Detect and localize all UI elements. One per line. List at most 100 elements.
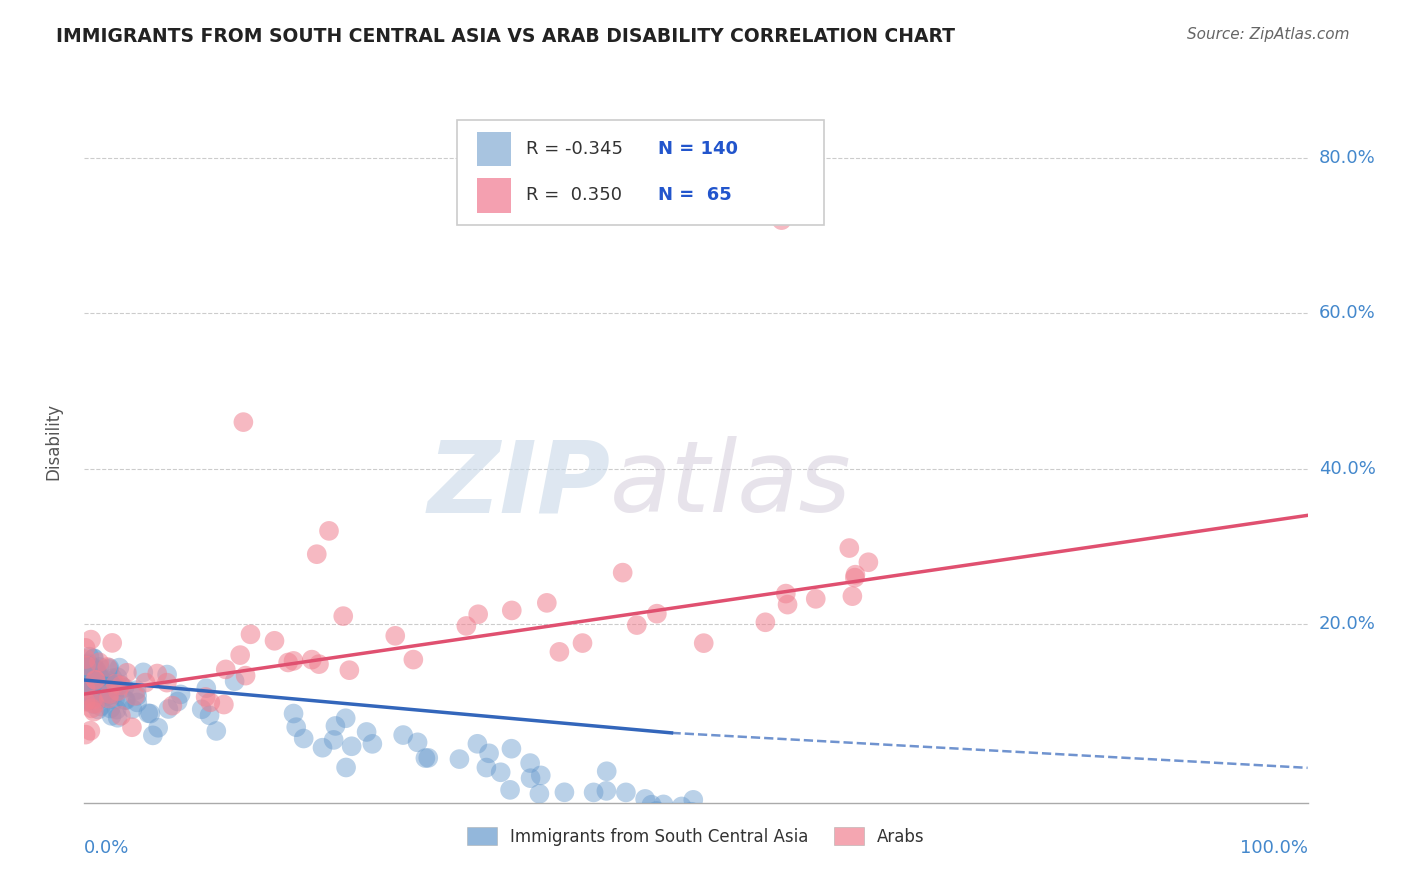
Point [134,675,156,690]
Point [90,691,112,706]
Point [402,652,425,666]
Point [82,674,104,689]
Point [156,667,179,681]
Point [79,723,101,738]
Point [392,728,415,742]
Point [844,567,866,582]
Point [75,652,97,666]
Point [84,668,107,682]
Point [322,733,344,747]
Point [89,655,111,669]
Point [519,771,541,785]
Point [75,695,97,709]
Point [87,702,110,716]
Point [124,689,146,703]
Point [107,684,129,698]
Point [693,636,716,650]
Point [114,693,136,707]
Point [90,683,112,698]
Point [110,708,132,723]
Point [142,728,165,742]
Point [841,589,863,603]
Point [283,654,305,668]
Point [98,687,121,701]
Point [79,683,101,698]
Point [108,660,131,674]
Point [190,702,212,716]
Point [97,662,120,676]
Point [89,660,111,674]
Text: N =  65: N = 65 [658,186,731,204]
Point [467,607,489,622]
Point [83,661,105,675]
Point [529,787,551,801]
Point [292,731,315,746]
Point [112,681,135,695]
Point [858,555,880,569]
Point [91,679,114,693]
Point [82,692,104,706]
Point [132,665,155,680]
Point [90,677,112,691]
Point [456,619,478,633]
Point [104,676,127,690]
Point [467,737,489,751]
Point [571,636,593,650]
Point [90,672,112,686]
Point [76,694,98,708]
Point [340,739,363,754]
Point [308,657,330,672]
Point [76,688,98,702]
Point [612,566,634,580]
Point [205,723,228,738]
Point [84,684,107,698]
Point [80,632,103,647]
Point [311,740,333,755]
Point [224,674,246,689]
Point [335,711,357,725]
Point [652,797,675,812]
Point [530,768,553,782]
Point [83,680,105,694]
Point [101,636,124,650]
Point [75,640,97,655]
Point [98,661,121,675]
Point [83,705,105,719]
Point [501,603,523,617]
Point [121,702,143,716]
Text: IMMIGRANTS FROM SOUTH CENTRAL ASIA VS ARAB DISABILITY CORRELATION CHART: IMMIGRANTS FROM SOUTH CENTRAL ASIA VS AR… [56,27,955,45]
Point [195,681,218,696]
Point [139,706,162,721]
Point [75,681,97,696]
Point [754,615,776,630]
Text: 0.0%: 0.0% [84,838,129,857]
Point [103,679,125,693]
Point [75,660,97,674]
Point [285,720,308,734]
Point [89,684,111,698]
Point [332,609,354,624]
Point [671,799,693,814]
Point [681,805,703,819]
Point [87,675,110,690]
Text: 80.0%: 80.0% [1319,149,1375,167]
Point [93,685,115,699]
Point [79,690,101,704]
Point [90,673,112,688]
Point [489,765,512,780]
Point [82,673,104,687]
Point [83,688,105,702]
Point [93,688,115,702]
Point [418,751,440,765]
Point [194,690,217,704]
Point [239,627,262,641]
Point [156,675,179,690]
Point [82,668,104,682]
Point [127,689,149,703]
Text: 100.0%: 100.0% [1240,838,1308,857]
Point [212,698,235,712]
Point [406,735,429,749]
Point [232,415,254,429]
Point [519,756,541,770]
Point [553,785,575,799]
